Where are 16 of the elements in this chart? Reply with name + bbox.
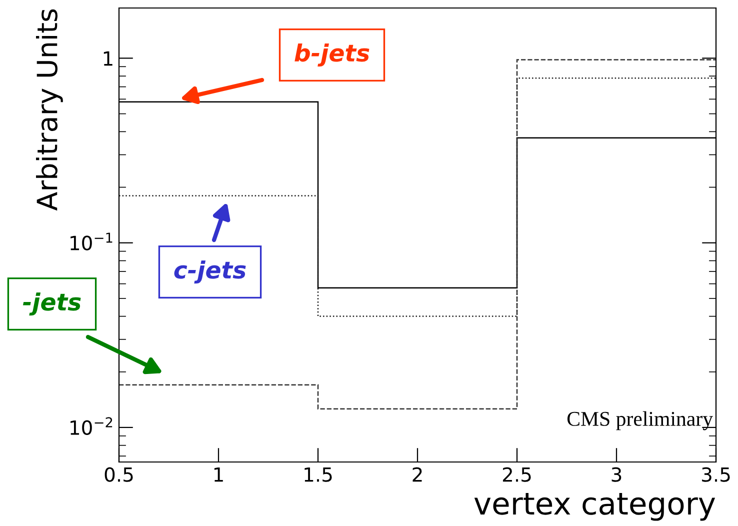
x-tick-label: 3	[612, 467, 622, 482]
x-tick-label: 3.5	[702, 467, 730, 482]
x-tick-label: 0.5	[104, 467, 133, 482]
annotation: CMS preliminary	[567, 411, 713, 430]
x-tick-label: 2	[412, 467, 422, 482]
y-tick-label: 1	[104, 51, 112, 66]
y-tick-label: 10$^{−2}$	[70, 417, 112, 435]
y-tick-label: 10$^{−1}$	[70, 232, 112, 250]
annotation: c-jets	[174, 260, 246, 284]
x-tick-label: 1.5	[304, 467, 332, 482]
x-tick-label: 2.5	[502, 467, 531, 482]
x-axis-title: vertex category	[474, 492, 716, 521]
x-tick-label: 1	[214, 467, 223, 482]
text: -jets	[22, 292, 81, 316]
y-axis-title: Arbitrary Units	[36, 9, 63, 211]
annotation: b-jets	[294, 43, 370, 67]
